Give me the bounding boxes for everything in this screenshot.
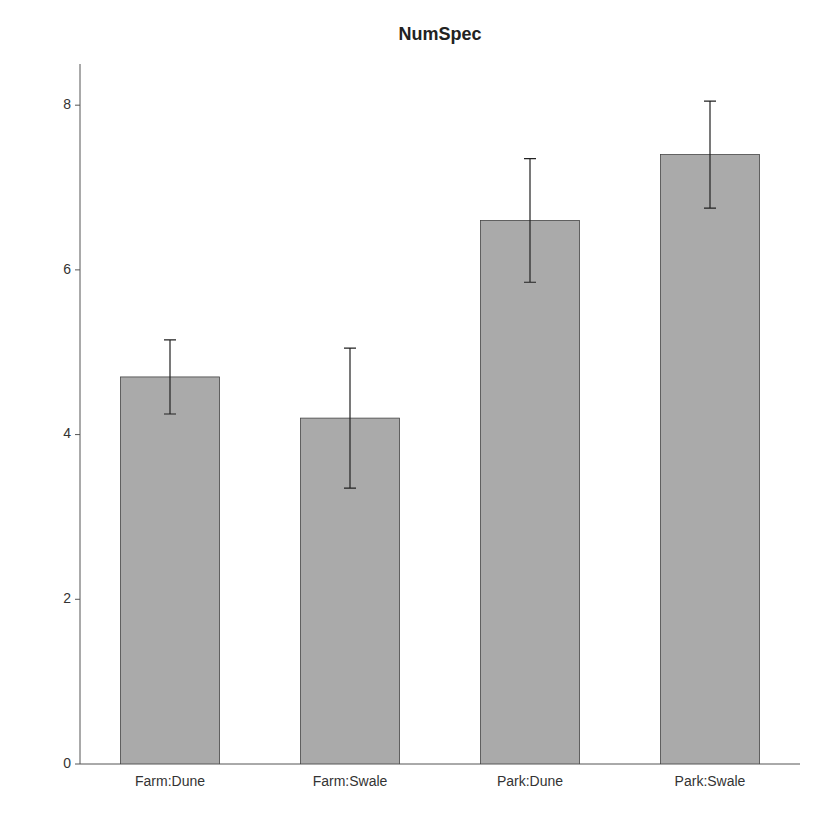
chart-container: NumSpec 0 2 4 6 8 Farm:Dune Farm:Swale Park:Dune… xyxy=(0,0,830,828)
title: NumSpec xyxy=(398,24,481,44)
bar xyxy=(481,220,580,764)
chart-svg: NumSpec 0 2 4 6 8 Farm:Dune Farm:Swale Park:Dune… xyxy=(0,0,830,828)
x-tick-label: Farm:Swale xyxy=(313,773,388,789)
bar xyxy=(121,377,220,764)
y-tick-label: 8 xyxy=(63,96,71,112)
bar xyxy=(661,155,760,764)
x-tick-label: Farm:Dune xyxy=(135,773,205,789)
y-tick xyxy=(75,599,80,600)
y-tick xyxy=(75,105,80,106)
y-tick-label: 2 xyxy=(63,590,71,606)
y-tick xyxy=(75,764,80,765)
y-tick-label: 4 xyxy=(63,425,71,441)
x-tick-label: Park:Dune xyxy=(497,773,563,789)
plot-area xyxy=(121,101,760,764)
error-bar xyxy=(344,348,356,488)
error-bar xyxy=(164,340,176,414)
y-tick-label: 6 xyxy=(63,261,71,277)
x-tick-label: Park:Swale xyxy=(675,773,746,789)
y-axis-line xyxy=(80,64,81,764)
error-bar xyxy=(704,101,716,208)
y-tick-label: 0 xyxy=(63,755,71,771)
error-bar xyxy=(524,159,536,283)
y-tick xyxy=(75,269,80,270)
y-tick xyxy=(75,434,80,435)
